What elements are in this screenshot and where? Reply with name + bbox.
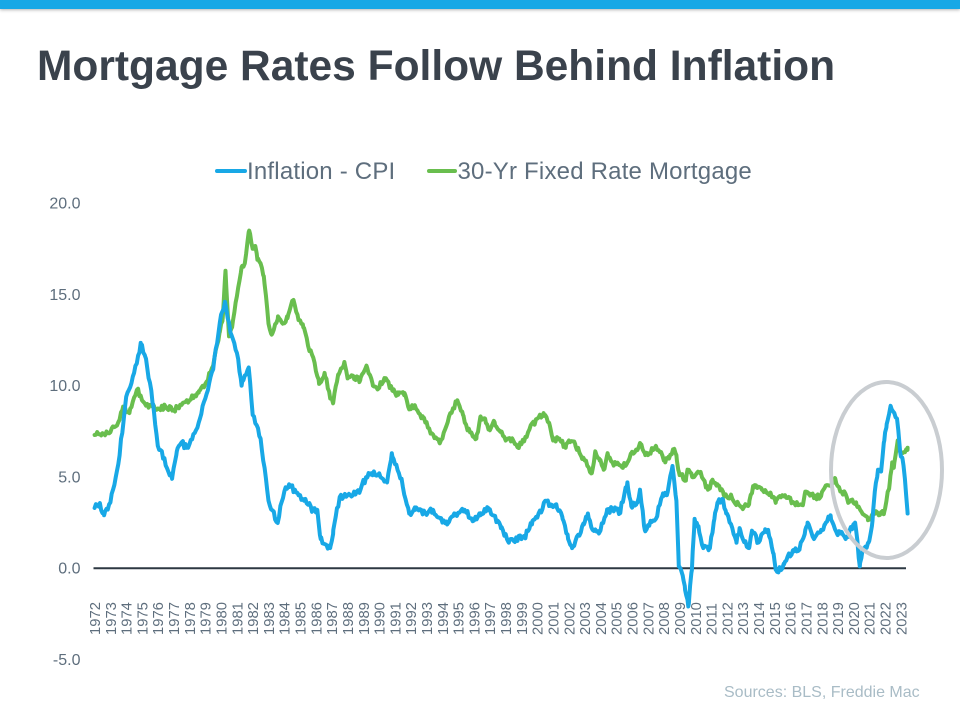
svg-text:1973: 1973 — [104, 602, 120, 635]
svg-text:2015: 2015 — [768, 602, 784, 635]
svg-text:1996: 1996 — [467, 602, 483, 635]
svg-text:2016: 2016 — [784, 602, 800, 635]
svg-text:1978: 1978 — [183, 602, 199, 635]
svg-text:10.0: 10.0 — [49, 378, 80, 395]
svg-text:2007: 2007 — [641, 602, 657, 635]
svg-text:1980: 1980 — [215, 602, 231, 635]
svg-text:2023: 2023 — [894, 602, 910, 635]
svg-text:1984: 1984 — [278, 602, 294, 635]
svg-text:1972: 1972 — [88, 602, 104, 635]
svg-text:1991: 1991 — [388, 602, 404, 635]
svg-text:2020: 2020 — [847, 602, 863, 635]
svg-text:1999: 1999 — [515, 602, 531, 635]
svg-text:1998: 1998 — [499, 602, 515, 635]
svg-text:1990: 1990 — [373, 602, 389, 635]
svg-text:1986: 1986 — [309, 602, 325, 635]
svg-text:2014: 2014 — [752, 602, 768, 635]
svg-text:2003: 2003 — [578, 602, 594, 635]
svg-text:1987: 1987 — [325, 602, 341, 635]
svg-text:2018: 2018 — [815, 602, 831, 635]
svg-text:2000: 2000 — [531, 602, 547, 635]
svg-text:2008: 2008 — [657, 602, 673, 635]
svg-text:1975: 1975 — [135, 602, 151, 635]
svg-text:-5.0: -5.0 — [53, 652, 81, 669]
svg-text:2013: 2013 — [736, 602, 752, 635]
svg-text:0.0: 0.0 — [58, 561, 80, 578]
svg-text:1974: 1974 — [120, 602, 136, 635]
svg-text:1989: 1989 — [357, 602, 373, 635]
svg-text:2017: 2017 — [800, 602, 816, 635]
svg-text:2001: 2001 — [547, 602, 563, 635]
svg-text:2010: 2010 — [689, 602, 705, 635]
svg-text:2006: 2006 — [626, 602, 642, 635]
svg-text:1992: 1992 — [404, 602, 420, 635]
svg-text:1985: 1985 — [294, 602, 310, 635]
svg-text:2004: 2004 — [594, 602, 610, 635]
svg-text:2002: 2002 — [562, 602, 578, 635]
svg-text:1994: 1994 — [436, 602, 452, 635]
svg-text:2011: 2011 — [705, 603, 721, 635]
svg-text:2005: 2005 — [610, 602, 626, 635]
svg-text:2021: 2021 — [863, 602, 879, 635]
svg-text:1977: 1977 — [167, 602, 183, 635]
svg-text:1981: 1981 — [230, 602, 246, 635]
svg-text:2019: 2019 — [831, 602, 847, 635]
svg-text:1976: 1976 — [151, 602, 167, 635]
svg-text:5.0: 5.0 — [58, 469, 80, 486]
svg-text:1993: 1993 — [420, 602, 436, 635]
svg-text:1995: 1995 — [452, 602, 468, 635]
svg-text:15.0: 15.0 — [49, 287, 80, 304]
svg-text:2009: 2009 — [673, 602, 689, 635]
svg-text:1982: 1982 — [246, 602, 262, 635]
svg-text:1983: 1983 — [262, 602, 278, 635]
svg-text:1997: 1997 — [483, 602, 499, 635]
svg-text:1988: 1988 — [341, 602, 357, 635]
svg-text:1979: 1979 — [199, 602, 215, 635]
svg-text:2022: 2022 — [879, 602, 895, 635]
svg-text:2012: 2012 — [720, 602, 736, 635]
svg-text:20.0: 20.0 — [49, 196, 80, 213]
